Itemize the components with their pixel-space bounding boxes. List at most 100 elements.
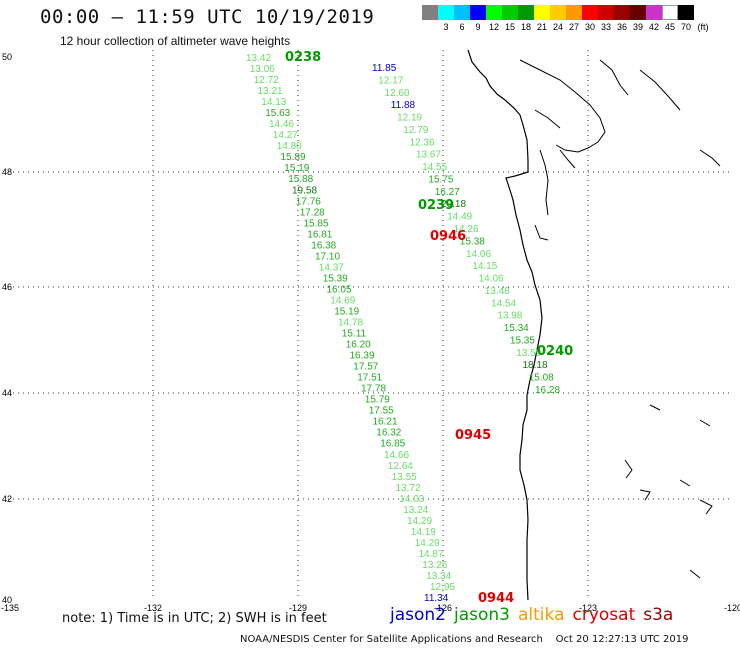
color-scale-label: 18 <box>520 22 531 32</box>
color-scale-label: 27 <box>568 22 579 32</box>
swh-value-west-track: 13.34 <box>426 571 451 582</box>
pass-time-label: 0238 <box>285 50 321 65</box>
swh-value-west-track: 17.57 <box>353 362 378 373</box>
swh-value-east-track: 15.08 <box>529 373 554 384</box>
color-scale-bar <box>422 5 694 20</box>
satellite-legend: jason2 jason3 altika cryosat s3a <box>390 605 681 625</box>
longitude-tick-label: -132 <box>144 603 162 613</box>
color-swatch <box>598 5 614 20</box>
swh-value-west-track: 16.21 <box>373 417 398 428</box>
shoreline-segment <box>639 489 651 501</box>
color-scale-label <box>422 22 438 32</box>
latitude-tick-label: 48 <box>2 167 12 177</box>
swh-value-east-track: 12.19 <box>397 113 422 124</box>
swh-value-west-track: 13.72 <box>396 483 421 494</box>
color-scale-label: (ft) <box>697 22 709 32</box>
swh-value-west-track: 15.85 <box>304 218 329 229</box>
swh-value-east-track: 12.17 <box>378 75 403 86</box>
longitude-tick-label: -135 <box>1 603 19 613</box>
swh-value-west-track: 14.27 <box>273 130 298 141</box>
swh-value-west-track: 17.28 <box>300 207 325 218</box>
swh-value-west-track: 16.81 <box>307 229 332 240</box>
color-scale-labels: 3 6 9 12 15 18 21 24 27 30 33 36 39 42 45 70 (ft) <box>422 22 712 32</box>
swh-value-east-track: 14.06 <box>466 249 491 260</box>
color-scale-label: 3 <box>443 22 449 32</box>
color-swatch <box>486 5 502 20</box>
shoreline-segment <box>699 499 713 515</box>
swh-value-west-track: 14.37 <box>319 262 344 273</box>
swh-value-west-track: 12.64 <box>388 461 413 472</box>
color-scale-label: 45 <box>664 22 675 32</box>
credit-line: NOAA/NESDIS Center for Satellite Applica… <box>240 634 689 645</box>
footnote: note: 1) Time is in UTC; 2) SWH is in fe… <box>62 611 327 626</box>
swh-value-west-track: 16.39 <box>350 351 375 362</box>
pass-time-label: 0240 <box>537 344 573 359</box>
swh-value-west-track: 12.72 <box>254 75 279 86</box>
longitude-tick-label: -129 <box>289 603 307 613</box>
swh-value-west-track: 14.87 <box>419 549 444 560</box>
swh-value-jason2: 11.34 <box>424 593 449 604</box>
shoreline-segment <box>599 59 629 96</box>
color-scale-label: 12 <box>488 22 499 32</box>
latitude-tick-label: 40 <box>2 595 12 605</box>
map-title: 00:00 – 11:59 UTC 10/19/2019 <box>40 6 375 28</box>
color-swatch <box>534 5 550 20</box>
coastline <box>467 49 721 601</box>
swh-value-west-track: 16.20 <box>346 340 371 351</box>
color-swatch <box>678 5 694 20</box>
color-scale-label: 21 <box>536 22 547 32</box>
legend-jason2: jason2 <box>390 605 446 625</box>
swh-value-west-track: 13.25 <box>422 560 447 571</box>
shoreline-segment <box>689 569 701 579</box>
swh-value-west-track: 14.13 <box>261 97 286 108</box>
swh-value-west-track: 14.03 <box>399 494 424 505</box>
swh-value-east-track: 12.60 <box>385 88 410 99</box>
lat-lon-grid <box>7 49 734 601</box>
swh-value-west-track: 13.55 <box>392 472 417 483</box>
swh-value-west-track: 15.63 <box>265 108 290 119</box>
swh-value-west-track: 13.42 <box>246 53 271 64</box>
shoreline-segment <box>639 69 681 111</box>
color-swatch <box>454 5 470 20</box>
latitude-tick-label: 44 <box>2 388 12 398</box>
shoreline-segment <box>679 479 691 487</box>
color-scale-label: 30 <box>584 22 595 32</box>
swh-value-west-track: 13.21 <box>258 86 283 97</box>
color-scale-label: 39 <box>632 22 643 32</box>
swh-value-west-track: 14.78 <box>338 318 363 329</box>
swh-value-west-track: 15.19 <box>334 307 359 318</box>
swh-value-west-track: 16.05 <box>327 284 352 295</box>
swh-value-west-track: 17.78 <box>361 384 386 395</box>
longitude-tick-label: -120 <box>724 603 740 613</box>
color-swatch <box>438 5 454 20</box>
altimeter-tracks: 13.4213.0612.7213.2114.1315.6314.4614.27… <box>246 53 560 604</box>
color-swatch <box>614 5 630 20</box>
color-swatch <box>422 5 438 20</box>
legend-jason3: jason3 <box>454 605 510 625</box>
pass-time-label: 0946 <box>430 229 466 244</box>
swh-value-west-track: 17.51 <box>357 373 382 384</box>
latitude-tick-label: 50 <box>2 52 12 62</box>
pass-time-label: 0944 <box>478 591 514 606</box>
color-swatch <box>502 5 518 20</box>
color-scale-label: 33 <box>600 22 611 32</box>
swh-value-west-track: 14.29 <box>407 516 432 527</box>
color-swatch <box>550 5 566 20</box>
swh-value-east-track: 13.98 <box>497 311 522 322</box>
legend-altika: altika <box>518 605 565 625</box>
swh-value-west-track: 15.11 <box>342 329 367 340</box>
longitude-tick-label: -123 <box>579 603 597 613</box>
legend-s3a: s3a <box>643 605 674 625</box>
swh-value-west-track: 13.24 <box>403 505 428 516</box>
latitude-tick-label: 46 <box>2 282 12 292</box>
shoreline-segment <box>519 59 606 153</box>
pass-time-label: 0945 <box>455 428 491 443</box>
longitude-tick-label: -126 <box>434 603 452 613</box>
swh-value-west-track: 16.85 <box>380 439 405 450</box>
shoreline-segment <box>624 459 633 479</box>
swh-value-west-track: 14.66 <box>384 450 409 461</box>
swh-value-east-track: 16.28 <box>535 385 560 396</box>
swh-value-west-track: 13.06 <box>250 64 275 75</box>
shoreline-segment <box>699 419 711 427</box>
color-swatch <box>630 5 646 20</box>
